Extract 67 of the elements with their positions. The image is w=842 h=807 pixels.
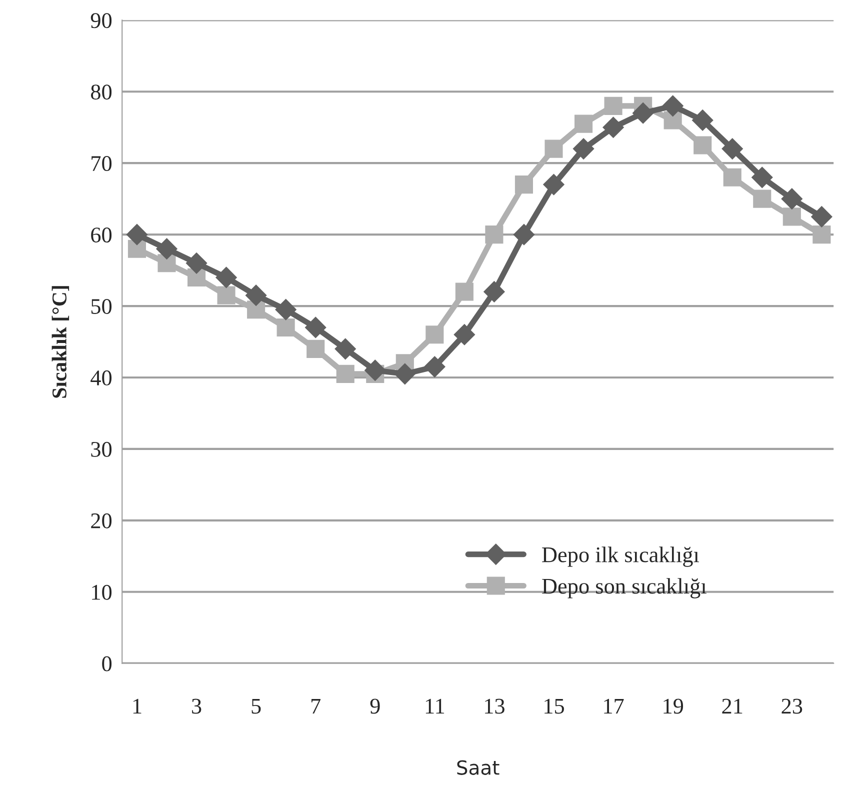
x-tick-label: 13 (485, 698, 504, 714)
point (542, 174, 565, 196)
point (694, 136, 712, 154)
point (632, 102, 654, 124)
y-tick-label: 30 (91, 442, 112, 457)
x-tick-label: 17 (604, 698, 624, 714)
point (455, 282, 474, 301)
point (304, 316, 326, 338)
point (485, 226, 504, 244)
point (217, 286, 236, 304)
point (424, 356, 446, 378)
x-tick-label: 11 (426, 698, 444, 714)
point (336, 364, 354, 383)
point (812, 226, 831, 244)
point (544, 140, 563, 158)
point (186, 252, 208, 274)
point (306, 340, 325, 358)
point (572, 138, 594, 160)
point (722, 138, 744, 160)
point (604, 96, 622, 115)
x-tick-label: 23 (782, 698, 802, 714)
y-tick-label: 70 (92, 156, 112, 172)
point (426, 326, 444, 344)
x-tick-label: 3 (192, 698, 202, 714)
y-tick-label: 0 (102, 656, 112, 672)
point (156, 238, 178, 260)
x-tick-label: 9 (370, 698, 380, 714)
point (574, 114, 593, 133)
point (514, 176, 534, 194)
x-tick-label: 7 (312, 698, 321, 714)
y-tick-label: 40 (90, 370, 112, 386)
point (782, 208, 801, 226)
point (810, 206, 832, 228)
point (751, 166, 773, 188)
point (334, 338, 356, 360)
point (394, 363, 416, 385)
point (483, 280, 506, 303)
point (275, 298, 297, 320)
x-tick-label: 1 (133, 698, 142, 714)
y-tick-label: 90 (90, 13, 112, 28)
x-axis-title: Saat (457, 760, 500, 775)
point (187, 268, 206, 286)
y-tick-label: 10 (92, 584, 112, 600)
point (662, 95, 684, 117)
y-tick-label: 80 (90, 84, 112, 100)
point (245, 284, 267, 306)
y-tick-label: 50 (91, 298, 112, 314)
point (753, 190, 772, 208)
point (723, 168, 742, 186)
y-axis-title: Sıcaklık [°C] (52, 286, 70, 398)
x-tick-label: 19 (664, 698, 684, 714)
x-tick-label: 21 (722, 698, 742, 714)
point (454, 324, 476, 346)
point (602, 116, 624, 138)
point (126, 224, 148, 246)
legend-label: Depo son sıcaklığı (542, 578, 706, 598)
point (276, 318, 295, 336)
point (781, 188, 803, 210)
x-tick-label: 5 (252, 698, 261, 714)
point (364, 360, 386, 382)
y-tick-label: 60 (91, 228, 112, 242)
point (215, 266, 238, 288)
x-tick-label: 15 (544, 698, 564, 714)
point (513, 224, 535, 246)
point (692, 109, 714, 132)
legend-label: Depo ilk sıcaklığı (542, 546, 700, 567)
y-tick-label: 20 (91, 513, 112, 528)
